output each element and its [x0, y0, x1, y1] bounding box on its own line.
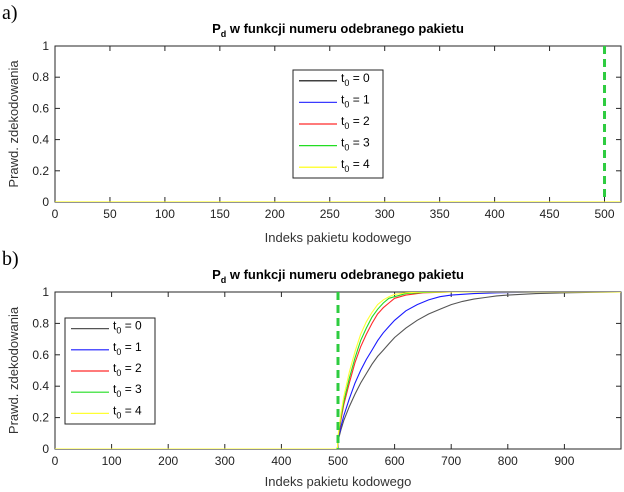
y-tick-label: 0.6 [32, 348, 49, 362]
legend: t0 = 0 t0 = 1 t0 = 2 t0 = 3 t0 = 4 [64, 317, 156, 425]
chart-title: Pd w funkcji numeru odebranego pakietu [212, 267, 464, 285]
x-tick-label: 900 [554, 454, 574, 468]
legend-label: t0 = 2 [341, 114, 370, 131]
series-line-4 [55, 292, 621, 449]
chart-title: Pd w funkcji numeru odebranego pakietu [212, 21, 464, 39]
chart-panel-a: a) Pd w funkcji numeru odebranego pakietu… [2, 2, 622, 245]
x-tick-label: 300 [215, 454, 235, 468]
legend-label: t0 = 1 [113, 340, 142, 357]
x-tick-label: 250 [320, 207, 340, 221]
x-tick-label: 0 [52, 454, 59, 468]
legend-label: t0 = 4 [113, 403, 142, 420]
legend-label: t0 = 2 [113, 361, 142, 378]
legend-label: t0 = 3 [113, 382, 142, 399]
legend-label: t0 = 1 [341, 92, 370, 109]
x-tick-label: 450 [540, 207, 560, 221]
x-tick-label: 0 [52, 207, 59, 221]
y-tick-label: 0.8 [32, 70, 49, 84]
chart-panel-b: b) Pd w funkcji numeru odebranego pakietu… [2, 248, 622, 489]
series-group [55, 292, 621, 449]
series-line-0 [55, 292, 621, 449]
y-axis-label: Prawd. zdekodowania [6, 60, 21, 188]
x-tick-label: 100 [155, 207, 175, 221]
panel-label: b) [2, 248, 19, 270]
x-axis-label: Indeks pakietu kodowego [265, 474, 412, 489]
y-tick-label: 0.4 [32, 379, 49, 393]
legend-label: t0 = 0 [113, 319, 142, 336]
x-tick-label: 600 [385, 454, 405, 468]
legend-label: t0 = 0 [341, 71, 370, 88]
x-tick-label: 300 [375, 207, 395, 221]
legend-label: t0 = 4 [341, 157, 370, 174]
x-tick-label: 400 [271, 454, 291, 468]
x-tick-label: 150 [210, 207, 230, 221]
x-axis-label: Indeks pakietu kodowego [265, 230, 412, 245]
y-tick-label: 0.2 [32, 164, 49, 178]
y-tick-label: 1 [42, 285, 49, 299]
y-tick-label: 0.4 [32, 133, 49, 147]
legend-label: t0 = 3 [341, 136, 370, 153]
y-tick-label: 0.2 [32, 411, 49, 425]
x-tick-label: 350 [430, 207, 450, 221]
x-tick-label: 800 [498, 454, 518, 468]
y-tick-label: 1 [42, 39, 49, 53]
y-tick-label: 0.6 [32, 101, 49, 115]
x-tick-label: 500 [594, 207, 614, 221]
y-tick-label: 0.8 [32, 316, 49, 330]
y-axis-label: Prawd. zdekodowania [6, 306, 21, 434]
panel-label: a) [2, 2, 18, 24]
x-tick-label: 400 [485, 207, 505, 221]
y-tick-label: 0 [42, 442, 49, 456]
x-tick-label: 200 [265, 207, 285, 221]
x-tick-label: 500 [328, 454, 348, 468]
series-line-1 [55, 292, 621, 449]
x-tick-label: 100 [102, 454, 122, 468]
x-tick-label: 700 [441, 454, 461, 468]
y-tick-label: 0 [42, 195, 49, 209]
x-tick-label: 50 [103, 207, 117, 221]
legend: t0 = 0 t0 = 1 t0 = 2 t0 = 3 t0 = 4 [292, 69, 384, 179]
x-tick-label: 200 [158, 454, 178, 468]
